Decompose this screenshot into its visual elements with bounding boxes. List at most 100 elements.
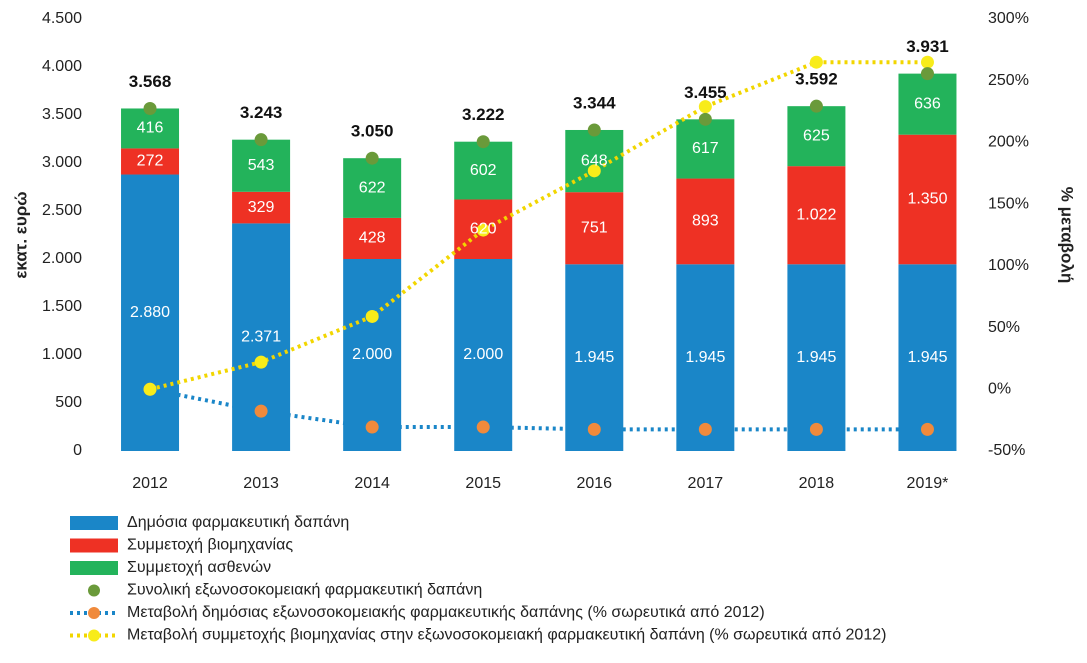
segment-label: 1.945 — [574, 349, 614, 366]
legend-label: Δημόσια φαρμακευτική δαπάνη — [127, 514, 349, 531]
y-tick-label: 2.500 — [42, 202, 82, 219]
total-label: 3.222 — [462, 105, 505, 124]
x-tick-label: 2014 — [354, 475, 390, 492]
bar-segment — [343, 158, 402, 218]
line-marker — [254, 355, 268, 369]
segment-label: 1.945 — [796, 349, 836, 366]
segment-label: 625 — [803, 127, 830, 144]
total-marker — [254, 133, 268, 147]
legend-swatch — [70, 538, 118, 553]
bar-segment — [454, 259, 513, 451]
y2-tick-label: 300% — [988, 10, 1029, 27]
segment-label: 602 — [470, 162, 497, 179]
line-marker — [587, 164, 601, 178]
segment-label: 648 — [581, 152, 608, 169]
y2-tick-label: 200% — [988, 134, 1029, 151]
total-marker — [365, 151, 379, 165]
total-label: 3.931 — [906, 37, 949, 56]
bar-segment — [454, 141, 513, 200]
segment-label: 428 — [359, 230, 386, 247]
segment-label: 2.880 — [130, 304, 170, 321]
y-axis-label: εκατ. ευρώ — [11, 191, 30, 278]
line-marker — [587, 422, 601, 436]
total-label: 3.455 — [684, 83, 727, 102]
x-tick-label: 2019* — [907, 475, 949, 492]
y2-tick-label: 0% — [988, 381, 1011, 398]
total-marker — [143, 101, 157, 115]
total-label: 3.568 — [129, 72, 172, 91]
y-tick-label: 500 — [55, 394, 82, 411]
bar-segment — [898, 134, 957, 265]
line-marker — [920, 422, 934, 436]
segment-label: 1.350 — [907, 191, 947, 208]
bar-segment — [787, 166, 846, 265]
bar-segment — [343, 259, 402, 451]
segment-label: 272 — [137, 153, 164, 170]
total-marker — [920, 67, 934, 81]
line-marker — [365, 309, 379, 323]
y2-tick-label: 100% — [988, 257, 1029, 274]
y2-tick-label: 150% — [988, 195, 1029, 212]
segment-label: 622 — [359, 179, 386, 196]
segment-label: 893 — [692, 213, 719, 230]
segment-label: 1.022 — [796, 206, 836, 223]
line-marker — [698, 422, 712, 436]
legend-marker — [88, 629, 100, 642]
y2-tick-label: 50% — [988, 319, 1020, 336]
bar-segment — [787, 106, 846, 167]
legend-swatch — [70, 561, 118, 575]
y-tick-label: 0 — [73, 442, 82, 459]
legend-swatch — [70, 516, 118, 530]
bar-segment — [676, 119, 735, 179]
x-tick-label: 2018 — [799, 475, 835, 492]
bar-segment — [232, 139, 291, 192]
legend-label: Συνολική εξωνοσοκομειακή φαρμακευτική δα… — [127, 582, 482, 599]
y-tick-label: 3.000 — [42, 154, 82, 171]
line — [149, 387, 928, 432]
line-marker — [809, 422, 823, 436]
total-label: 3.050 — [351, 122, 394, 141]
bar-segment — [676, 178, 735, 265]
x-tick-label: 2013 — [243, 475, 279, 492]
segment-label: 2.371 — [241, 328, 281, 345]
y2-tick-label: 250% — [988, 72, 1029, 89]
segment-label: 543 — [248, 157, 275, 174]
line-marker — [476, 223, 490, 237]
legend-label: Συμμετοχή βιομηχανίας — [127, 537, 293, 554]
line-marker — [698, 100, 712, 114]
x-tick-label: 2017 — [688, 475, 724, 492]
legend-label: Μεταβολή δημόσιας εξωνοσοκομειακής φαρμα… — [127, 604, 765, 621]
bar-segment — [343, 217, 402, 259]
bar-segment — [565, 264, 624, 451]
segment-label: 636 — [914, 95, 941, 112]
y-tick-label: 4.000 — [42, 58, 82, 75]
segment-label: 329 — [248, 199, 275, 216]
y2-axis-label: % μεταβολή — [1058, 187, 1077, 283]
line-marker — [476, 420, 490, 434]
total-label: 3.344 — [573, 93, 616, 112]
y-tick-label: 1.500 — [42, 298, 82, 315]
line-marker — [143, 382, 157, 396]
segment-label: 2.000 — [352, 346, 392, 363]
y-tick-label: 3.500 — [42, 106, 82, 123]
bar-segment — [898, 73, 957, 135]
total-label: 3.243 — [240, 103, 283, 122]
legend-label: Μεταβολή συμμετοχής βιομηχανίας στην εξω… — [127, 627, 886, 644]
line — [149, 60, 928, 392]
segment-label: 1.945 — [907, 349, 947, 366]
x-tick-label: 2015 — [465, 475, 501, 492]
bar-segment — [121, 108, 180, 149]
bar-segment — [787, 264, 846, 451]
segment-label: 617 — [692, 140, 719, 157]
bar-segment — [121, 174, 180, 451]
segment-label: 620 — [470, 220, 497, 237]
y2-tick-label: -50% — [988, 442, 1025, 459]
segment-label: 1.945 — [685, 349, 725, 366]
bar-segment — [121, 148, 180, 175]
legend-label: Συμμετοχή ασθενών — [127, 559, 271, 576]
y-tick-label: 1.000 — [42, 346, 82, 363]
bar-segment — [676, 264, 735, 451]
segment-label: 416 — [137, 120, 164, 137]
bar-segment — [232, 191, 291, 224]
